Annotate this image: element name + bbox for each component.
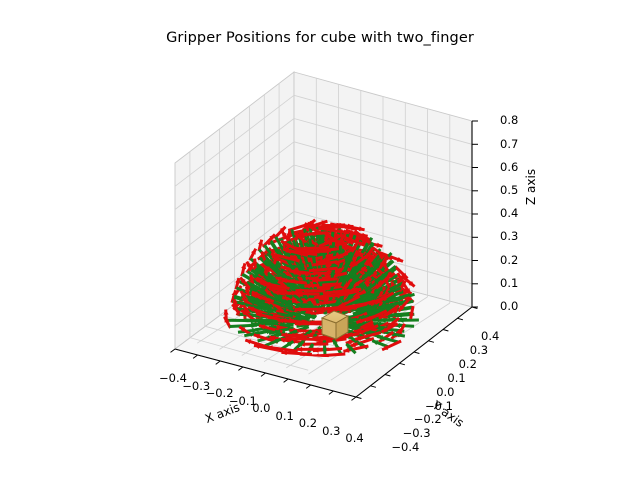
y-tick-3: 0.1 bbox=[447, 370, 466, 385]
page-title: Gripper Positions for cube with two_fing… bbox=[166, 30, 474, 46]
z-tick-0: 0.0 bbox=[500, 299, 519, 313]
x-tick-7: 0.3 bbox=[322, 423, 341, 438]
y-tick-0: 0.4 bbox=[481, 329, 500, 343]
z-tick-2: 0.2 bbox=[500, 252, 519, 267]
z-axis-title: Z axis bbox=[524, 168, 538, 205]
z-tick-3: 0.3 bbox=[500, 229, 519, 244]
y-tick-4: 0.0 bbox=[436, 384, 455, 399]
y-tick-2: 0.2 bbox=[458, 356, 477, 371]
y-tick-6: −0.2 bbox=[413, 412, 442, 427]
x-tick-0: −0.4 bbox=[159, 371, 187, 385]
grid-back-left bbox=[174, 83, 295, 338]
x-tick-6: 0.2 bbox=[298, 416, 318, 430]
z-tick-7: 0.7 bbox=[500, 136, 519, 151]
z-tick-6: 0.6 bbox=[500, 159, 519, 174]
y-tick-8: −0.4 bbox=[391, 440, 420, 455]
z-tick-8: 0.8 bbox=[500, 113, 519, 128]
gripper-pose-quiver-field bbox=[223, 218, 419, 359]
x-tick-4: 0.0 bbox=[252, 401, 271, 415]
z-tick-4: 0.4 bbox=[500, 206, 519, 221]
z-tick-5: 0.5 bbox=[500, 183, 519, 197]
axis-spine-z bbox=[471, 120, 478, 308]
x-tick-2: −0.2 bbox=[205, 386, 234, 400]
x-tick-3: −0.1 bbox=[228, 393, 257, 408]
y-tick-7: −0.3 bbox=[402, 426, 431, 441]
z-tick-1: 0.1 bbox=[500, 275, 519, 290]
x-tick-8: 0.4 bbox=[345, 431, 364, 445]
target-cube bbox=[320, 310, 350, 340]
x-tick-1: −0.3 bbox=[182, 378, 211, 393]
x-tick-5: 0.1 bbox=[275, 408, 294, 423]
y-tick-1: 0.3 bbox=[469, 342, 489, 357]
axis-spine-x bbox=[170, 348, 357, 401]
y-tick-5: −0.1 bbox=[425, 398, 453, 413]
axis-spine-y bbox=[355, 306, 478, 399]
